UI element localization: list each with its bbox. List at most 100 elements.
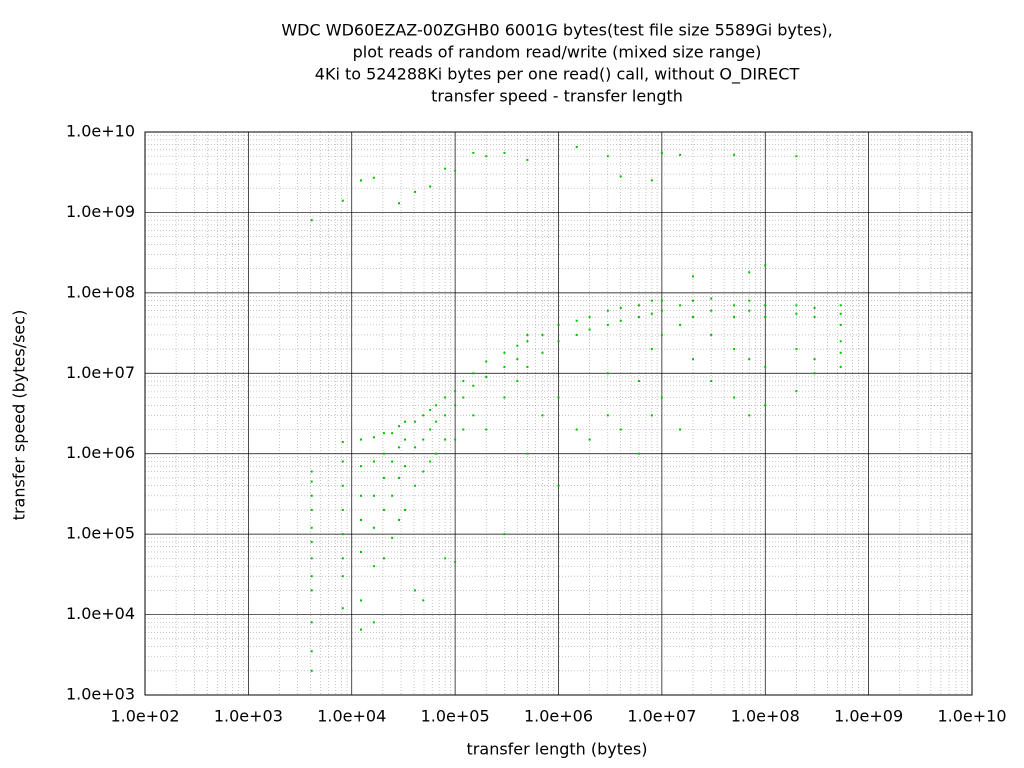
point <box>391 432 394 435</box>
point <box>360 628 363 631</box>
point <box>454 438 457 441</box>
point <box>341 460 344 463</box>
point <box>310 557 313 560</box>
point <box>748 309 751 312</box>
point <box>679 304 682 307</box>
point <box>813 372 816 375</box>
x-tick-label: 1.0e+04 <box>317 707 386 726</box>
point <box>503 365 506 368</box>
point <box>619 428 622 431</box>
x-axis-label: transfer length (bytes) <box>467 740 648 759</box>
point <box>429 408 432 411</box>
x-tick-label: 1.0e+06 <box>524 707 593 726</box>
point <box>710 309 713 312</box>
point <box>444 414 447 417</box>
point <box>341 607 344 610</box>
point <box>660 299 663 302</box>
x-tick-label: 1.0e+03 <box>214 707 283 726</box>
point <box>372 176 375 179</box>
point <box>310 470 313 473</box>
point <box>650 312 653 315</box>
x-tick-label: 1.0e+09 <box>834 707 903 726</box>
point <box>619 319 622 322</box>
point <box>391 460 394 463</box>
point <box>575 333 578 336</box>
y-tick-label: 1.0e+10 <box>66 122 135 141</box>
y-tick-label: 1.0e+09 <box>66 202 135 221</box>
point <box>650 348 653 351</box>
point <box>733 304 736 307</box>
point <box>813 306 816 309</box>
point <box>310 669 313 672</box>
point <box>422 470 425 473</box>
point <box>310 621 313 624</box>
point <box>748 271 751 274</box>
point <box>404 508 407 511</box>
point <box>839 340 842 343</box>
point <box>398 425 401 428</box>
point <box>660 333 663 336</box>
point <box>462 380 465 383</box>
point <box>435 420 438 423</box>
point <box>454 561 457 564</box>
point <box>310 526 313 529</box>
point <box>503 396 506 399</box>
point <box>341 533 344 536</box>
point <box>619 175 622 178</box>
point <box>382 452 385 455</box>
point <box>764 304 767 307</box>
point <box>660 151 663 154</box>
point <box>310 589 313 592</box>
point <box>637 380 640 383</box>
point <box>391 494 394 497</box>
point <box>310 575 313 578</box>
point <box>795 304 798 307</box>
point <box>341 557 344 560</box>
point <box>679 323 682 326</box>
point <box>310 650 313 653</box>
point <box>472 384 475 387</box>
point <box>414 589 417 592</box>
point <box>637 452 640 455</box>
point <box>372 494 375 497</box>
point <box>588 438 591 441</box>
chart-title: 4Ki to 524288Ki bytes per one read() cal… <box>315 65 800 85</box>
point <box>444 167 447 170</box>
point <box>691 299 694 302</box>
x-tick-label: 1.0e+07 <box>627 707 696 726</box>
point <box>606 309 609 312</box>
point <box>404 465 407 468</box>
x-tick-label: 1.0e+10 <box>937 707 1006 726</box>
point <box>748 414 751 417</box>
point <box>557 323 560 326</box>
y-tick-label: 1.0e+04 <box>66 604 135 623</box>
point <box>764 404 767 407</box>
point <box>341 484 344 487</box>
point <box>435 452 438 455</box>
point <box>341 575 344 578</box>
point <box>764 365 767 368</box>
point <box>839 365 842 368</box>
point <box>795 312 798 315</box>
point <box>429 460 432 463</box>
point <box>382 508 385 511</box>
point <box>398 446 401 449</box>
point <box>526 452 529 455</box>
point <box>679 428 682 431</box>
point <box>839 351 842 354</box>
point <box>382 557 385 560</box>
point <box>650 179 653 182</box>
point <box>691 316 694 319</box>
y-tick-label: 1.0e+06 <box>66 443 135 462</box>
point <box>516 358 519 361</box>
point <box>813 358 816 361</box>
y-axis-label: transfer speed (bytes/sec) <box>10 310 29 521</box>
point <box>575 319 578 322</box>
point <box>310 494 313 497</box>
point <box>748 299 751 302</box>
point <box>795 390 798 393</box>
point <box>606 155 609 158</box>
point <box>503 351 506 354</box>
point <box>341 508 344 511</box>
point <box>710 297 713 300</box>
